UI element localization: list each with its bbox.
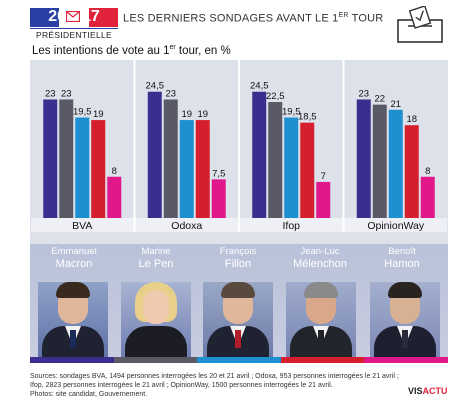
bar [372,104,387,218]
candidate-name-fillon: François Fillon [196,246,280,270]
candidate-name-le-pen: Marine Le Pen [114,246,198,270]
candidate-last: Mélenchon [293,258,347,270]
category-label: BVA [72,220,92,232]
category-label: Odoxa [171,220,202,232]
sources-footer: Sources: sondages BVA, 1494 personnes in… [30,372,410,399]
data-label: 23 [165,88,176,99]
subtitle-text: Les intentions de vote au 1 [32,44,170,57]
brand-part2: ACTU [422,386,448,396]
footer-line: Ifop, 2823 personnes interrogées le 21 a… [30,382,333,389]
candidate-names: Emmanuel Macron Marine Le Pen François Fill… [30,246,448,276]
color-strip [30,357,448,363]
bar [252,91,267,218]
data-label: 18 [406,114,417,125]
envelope-icon [66,11,80,22]
bar [59,99,74,218]
visactu-brand: VISACTU [408,386,448,396]
data-label: 8 [425,166,430,177]
portrait-macron [38,282,108,362]
bar [163,99,178,218]
portrait-fillon [203,282,273,362]
header: 20 17 PRÉSIDENTIELLE LES DERNIERS SONDAG… [0,0,474,44]
candidate-first: Emmanuel [51,246,97,257]
category-label: OpinionWay [367,220,425,232]
candidate-first: Jean-Luc [300,246,340,257]
portrait-le-pen [121,282,191,362]
subtitle-sup: er [169,44,176,51]
bar [179,120,194,218]
candidate-name-macron: Emmanuel Macron [32,246,116,270]
category-band [240,218,343,232]
ballot-box-icon [397,6,443,43]
bar [300,122,315,218]
chart-subtitle: Les intentions de vote au 1er tour, en % [32,44,231,57]
candidate-last: Macron [55,258,93,270]
presidentielle-logo: 20 17 PRÉSIDENTIELLE [30,7,118,40]
bar [147,91,162,218]
data-label: 7 [321,171,326,182]
data-label: 24,5 [250,81,269,92]
bar [284,117,299,218]
header-title: LES DERNIERS SONDAGES AVANT LE 1ER TOUR [123,12,383,25]
bar [356,99,371,218]
data-label: 22 [374,94,385,105]
data-label: 19 [197,109,208,120]
data-label: 18,5 [298,112,317,123]
bar [211,179,226,218]
logo-year: 20 17 [30,7,118,26]
bar [388,109,403,218]
logo-subtitle: PRÉSIDENTIELLE [30,28,118,40]
logo-year-left: 20 [48,7,66,25]
category-label: Ifop [282,220,300,232]
candidate-last: Fillon [224,258,252,270]
data-label: 23 [61,88,72,99]
data-label: 19,5 [73,107,92,118]
bar [107,176,122,218]
data-label: 23 [45,88,56,99]
category-band [31,218,134,232]
data-label: 23 [358,88,369,99]
data-label: 8 [112,166,117,177]
bar [75,117,90,218]
candidate-name-melenchon: Jean-Luc Mélenchon [278,246,362,270]
subtitle-end: tour, en % [175,44,231,57]
bar [316,181,331,218]
bar [91,120,106,218]
data-label: 22,5 [266,91,285,102]
footer-line: Photos: site candidat, Gouvernement. [30,391,148,398]
data-label: 24,5 [146,81,165,92]
bar [268,102,283,218]
footer-line: Sources: sondages BVA, 1494 personnes in… [30,373,399,380]
data-label: 19 [93,109,104,120]
data-label: 19 [181,109,192,120]
candidate-last: Hamon [384,258,420,270]
header-title-end: TOUR [348,12,384,25]
category-band [344,218,447,232]
candidate-first: Marine [141,246,171,257]
header-title-sup: ER [338,12,349,19]
candidate-first: François [219,246,257,257]
candidate-name-hamon: Benoît Hamon [360,246,444,270]
data-label: 7,5 [212,168,225,179]
data-label: 19,5 [282,107,301,118]
brand-part1: VIS [408,386,423,396]
bar [420,176,435,218]
bar [404,125,419,218]
data-label: 21 [390,99,401,110]
category-band [135,218,238,232]
portrait-melenchon [286,282,356,362]
bar [195,120,210,218]
header-title-text: LES DERNIERS SONDAGES AVANT LE 1 [123,12,339,25]
candidate-last: Le Pen [138,258,174,270]
bar [43,99,58,218]
logo-year-right: 17 [82,7,100,25]
portrait-hamon [370,282,440,362]
candidate-first: Benoît [388,246,416,257]
